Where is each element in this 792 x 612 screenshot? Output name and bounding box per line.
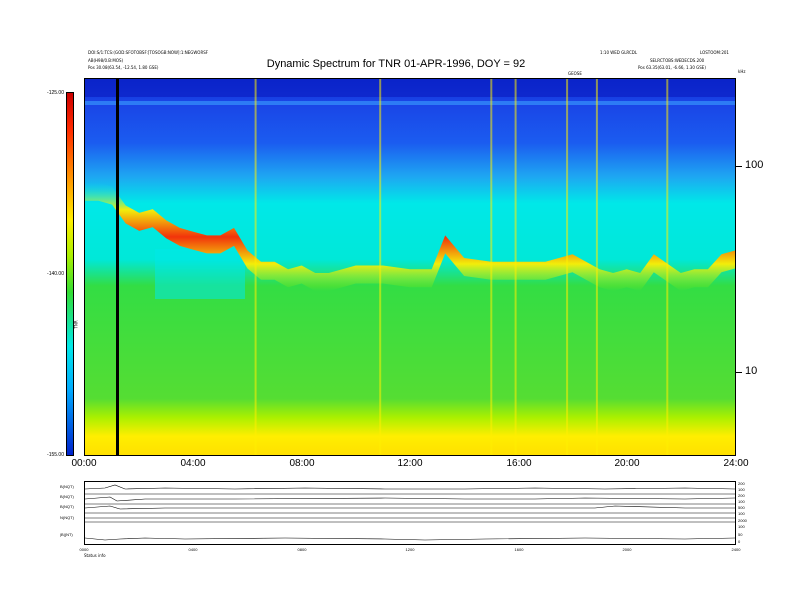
panel-label: N(NQT): [60, 515, 74, 520]
panel-scale-label: 2000: [738, 518, 747, 523]
panel-x-tick-label: 1200: [405, 547, 415, 552]
panel-scale-label: 0: [738, 539, 741, 544]
bright-streak: [490, 79, 493, 455]
right-axis-tick: [736, 166, 742, 167]
bottom-time-series-panel: [84, 481, 736, 545]
x-tick-label: 16:00: [506, 458, 532, 469]
panel-scale-label: 500: [738, 505, 745, 510]
header-top-right-unit: kHz: [738, 69, 746, 74]
header-top-right-line2: LOSTOOM:201: [700, 50, 729, 55]
bright-streak: [379, 79, 382, 455]
spectrogram-svg: [85, 79, 735, 455]
panel-scale-label: 200: [738, 493, 745, 498]
panel-x-tick-label: 0400: [188, 547, 198, 552]
panel-scale-label: 100: [738, 524, 745, 529]
colorbar-tick-label: -140.00: [47, 271, 64, 277]
right-axis-tick: [736, 372, 742, 373]
bright-streak: [666, 79, 669, 455]
trace-bx: [84, 484, 736, 490]
header-small-center-label: GEOSE: [568, 71, 582, 76]
bottom-panel-svg: [84, 484, 736, 541]
panel-scale-label: 200: [738, 481, 745, 486]
panel-label: B(NQT): [60, 484, 74, 489]
x-tick-label: 24:00: [723, 458, 749, 469]
trace-by: [84, 496, 736, 502]
header-top-right-line1: 1:10 WED GLRCDL: [600, 50, 638, 55]
panel-x-tick-label: 1600: [514, 547, 524, 552]
panel-x-tick-label: 2400: [731, 547, 741, 552]
panel-label: B(NQT): [60, 494, 74, 499]
footer-label: Status info: [84, 553, 106, 558]
chart-title: Dynamic Spectrum for TNR 01-APR-1996, DO…: [266, 58, 526, 70]
right-axis-tick-label: 100: [745, 159, 764, 171]
x-tick-label: 00:00: [71, 458, 97, 469]
panel-scale-label: 100: [738, 511, 745, 516]
bright-streak: [514, 79, 517, 455]
bright-streak: [595, 79, 598, 455]
colorbar-tick-label: -125.00: [47, 90, 64, 96]
header-top-left-line2: AB(H98/0.B:MOS): [88, 58, 124, 63]
panel-x-tick-label: 2000: [622, 547, 632, 552]
header-top-left-line1: DOI:S/1:TCS:(GOD:SFOTOBSF:[TOSOGB:NOW]:1…: [88, 50, 209, 55]
x-tick-label: 12:00: [397, 458, 423, 469]
panel-scale-label: 100: [738, 499, 745, 504]
time-marker-line: [116, 79, 119, 455]
panel-label: B(NQT): [60, 504, 74, 509]
bright-streak: [566, 79, 569, 455]
panel-scale-label: 100: [738, 487, 745, 492]
trace-bmag: [84, 537, 736, 541]
colorbar-label: TNR: [73, 320, 79, 329]
x-tick-label: 04:00: [180, 458, 206, 469]
emission-ridge: [85, 182, 735, 291]
panel-x-tick-label: 0000: [79, 547, 89, 552]
trace-bz: [84, 505, 735, 510]
panel-scale-label: 50: [738, 532, 743, 537]
header-top-right-line3: SELRCTOBS:WEDECDS.200: [650, 58, 705, 63]
header-top-right-line4: Pos 63.35(63.01, -6.66, 1.30 GSE): [638, 65, 706, 70]
band-cyan-bottom-patch: [155, 249, 245, 299]
header-top-left-line3: Pos 30.08(63.54, -12.54, 1.80 GSE): [88, 65, 159, 70]
band-light-stripe: [85, 101, 735, 105]
panel-label: |B|(NT): [60, 532, 73, 537]
bright-streak: [254, 79, 257, 455]
band-dark-blue-top: [85, 79, 735, 97]
right-axis-tick-label: 10: [745, 365, 758, 377]
x-tick-label: 08:00: [289, 458, 315, 469]
x-tick-label: 20:00: [614, 458, 640, 469]
spectrogram-plot: [84, 78, 736, 456]
colorbar-tick-label: -155.00: [47, 452, 64, 458]
colorbar: [66, 92, 74, 456]
panel-x-tick-label: 0800: [297, 547, 307, 552]
